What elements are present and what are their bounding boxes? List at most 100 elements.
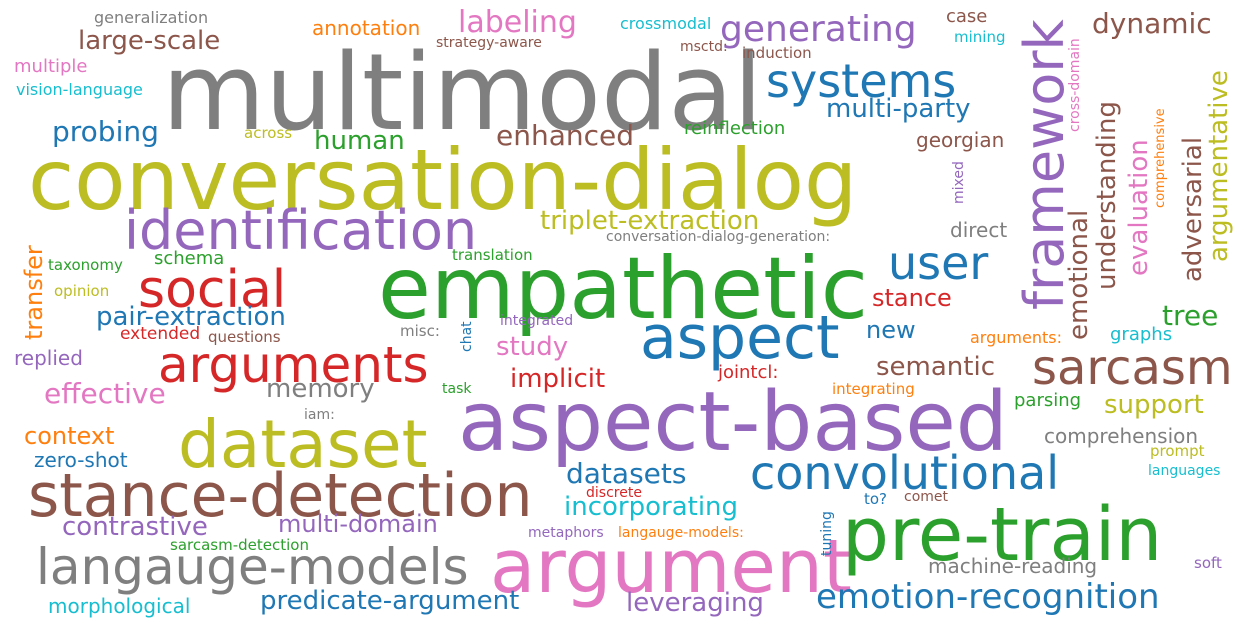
word-taxonomy: taxonomy (48, 256, 123, 274)
word-multi-party: multi-party (826, 94, 971, 124)
word-user: user (888, 236, 989, 290)
word-incorporating: incorporating (564, 492, 739, 522)
word-comprehension: comprehension (1044, 424, 1199, 448)
word-conversation-dialog-generation: conversation-dialog-generation: (606, 229, 831, 245)
word-effective: effective (44, 377, 166, 410)
word-support: support (1104, 390, 1204, 420)
word-langauge-models-colon: langauge-models: (618, 525, 744, 541)
word-misc: misc: (400, 322, 440, 340)
word-systems: systems (766, 54, 957, 108)
word-mixed: mixed (951, 161, 967, 204)
word-arguments: arguments (158, 336, 429, 394)
word-dataset: dataset (178, 406, 428, 483)
word-reinflection: reinflection (684, 118, 786, 139)
word-schema: schema (154, 248, 225, 269)
word-parsing: parsing (1014, 390, 1082, 411)
word-emotion-recognition: emotion-recognition (816, 577, 1160, 617)
word-semantic: semantic (876, 352, 995, 382)
word-sarcasm-detection: sarcasm-detection (170, 536, 309, 554)
word-dynamic: dynamic (1092, 7, 1212, 40)
word-tuning: tuning (819, 511, 835, 556)
word-task: task (442, 381, 472, 397)
word-argument: argument (490, 524, 852, 610)
word-conversation-dialog: conversation-dialog (28, 131, 858, 229)
word-direct: direct (950, 218, 1008, 242)
word-metaphors: metaphors (528, 525, 604, 541)
word-extended: extended (120, 324, 201, 344)
word-integrated: integrated (500, 313, 574, 329)
word-replied: replied (14, 346, 83, 370)
word-context: context (24, 422, 115, 450)
word-predicate-argument: predicate-argument (260, 586, 520, 616)
word-implicit: implicit (510, 364, 606, 394)
word-enhanced: enhanced (496, 119, 635, 152)
word-human: human (314, 126, 405, 156)
word-new: new (866, 316, 916, 344)
word-multiple: multiple (14, 56, 88, 77)
word-integrating: integrating (832, 380, 915, 398)
word-pair-extraction: pair-extraction (96, 302, 286, 332)
word-msctd: msctd: (680, 39, 728, 55)
word-study: study (496, 332, 569, 362)
word-questions: questions (208, 328, 281, 346)
word-labeling: labeling (458, 5, 577, 40)
word-probing: probing (52, 115, 159, 148)
word-stance-detection: stance-detection (28, 461, 533, 531)
word-opinion: opinion (54, 282, 110, 300)
word-stance: stance (872, 284, 952, 312)
word-graphs: graphs (1110, 324, 1173, 345)
word-across: across (244, 124, 293, 142)
word-comprehensive: comprehensive (1153, 108, 1168, 208)
word-generalization: generalization (94, 8, 209, 27)
word-emotional: emotional (1064, 209, 1094, 340)
word-comet: comet (904, 489, 949, 505)
word-understanding: understanding (1092, 100, 1122, 290)
word-chat: chat (459, 321, 475, 352)
word-aspect: aspect (640, 303, 840, 373)
word-argumentative: argumentative (1204, 70, 1234, 262)
word-morphological: morphological (48, 594, 191, 618)
word-convolutional: convolutional (750, 446, 1059, 500)
word-transfer: transfer (20, 245, 48, 340)
word-induction: induction (742, 44, 812, 62)
word-pre-train: pre-train (842, 492, 1163, 578)
word-crossmodal: crossmodal (620, 14, 712, 33)
word-translation: translation (452, 246, 533, 264)
word-adversarial: adversarial (1178, 136, 1208, 282)
word-jointcl: jointcl: (718, 362, 779, 383)
word-memory: memory (266, 374, 375, 404)
word-languages: languages (1148, 463, 1221, 479)
word-large-scale: large-scale (78, 26, 221, 56)
word-tree: tree (1162, 299, 1219, 332)
word-machine-reading: machine-reading (928, 554, 1098, 578)
word-cross-domain: cross-domain (1067, 38, 1083, 132)
word-arguments-colon: arguments: (970, 328, 1062, 347)
word-multi-domain: multi-domain (278, 510, 438, 538)
word-discrete: discrete (586, 485, 642, 501)
word-vision-language: vision-language (16, 80, 143, 99)
word-strategy-aware: strategy-aware (436, 35, 542, 51)
word-zero-shot: zero-shot (34, 448, 128, 472)
word-case: case (946, 6, 988, 27)
word-datasets: datasets (566, 457, 687, 490)
word-aspect-based: aspect-based (458, 375, 1008, 470)
word-sarcasm: sarcasm (1032, 340, 1233, 396)
word-evaluation: evaluation (1124, 139, 1154, 276)
word-annotation: annotation (312, 16, 421, 40)
word-langauge-models: langauge-models (36, 538, 469, 596)
word-iam: iam: (304, 407, 335, 423)
word-georgian: georgian (916, 128, 1005, 152)
word-empathetic: empathetic (378, 239, 869, 339)
word-identification: identification (124, 199, 478, 262)
word-prompt: prompt (1150, 442, 1205, 460)
word-to: to? (864, 490, 888, 508)
word-leveraging: leveraging (626, 588, 764, 618)
word-social: social (138, 260, 287, 320)
word-triplet-extraction: triplet-extraction (540, 206, 760, 236)
word-mining: mining (954, 28, 1006, 46)
word-contrastive: contrastive (62, 512, 208, 542)
word-multimodal: multimodal (162, 31, 763, 154)
word-generating: generating (720, 9, 917, 50)
word-soft: soft (1194, 554, 1222, 572)
